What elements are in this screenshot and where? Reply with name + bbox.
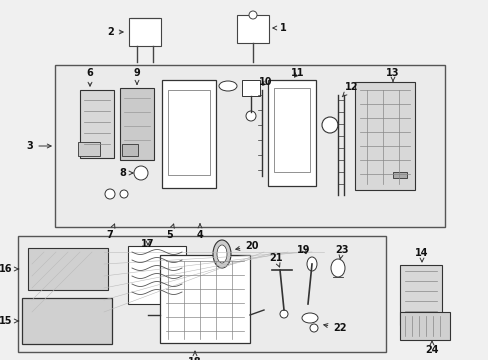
Text: 24: 24	[425, 341, 438, 355]
Text: 15: 15	[0, 316, 19, 326]
Bar	[237, 15, 268, 43]
Ellipse shape	[280, 310, 287, 318]
Bar	[399, 312, 449, 340]
Ellipse shape	[306, 257, 316, 271]
Text: 22: 22	[323, 323, 346, 333]
Bar	[168, 90, 209, 175]
Bar	[122, 144, 138, 156]
Bar	[120, 88, 154, 160]
Bar	[162, 80, 216, 188]
Bar	[399, 265, 441, 325]
Ellipse shape	[134, 166, 148, 180]
Ellipse shape	[309, 324, 317, 332]
Bar	[22, 298, 112, 344]
Text: 11: 11	[291, 68, 304, 78]
Text: 8: 8	[120, 168, 133, 178]
Bar	[80, 90, 114, 158]
Ellipse shape	[321, 117, 337, 133]
Bar	[128, 246, 185, 304]
Ellipse shape	[219, 81, 237, 91]
Text: 1: 1	[272, 23, 286, 33]
Text: 21: 21	[269, 253, 282, 267]
Text: 12: 12	[342, 82, 358, 97]
Text: 14: 14	[414, 248, 428, 262]
Bar	[78, 142, 100, 156]
Text: 10: 10	[259, 77, 272, 87]
Text: 17: 17	[141, 239, 154, 249]
Text: 19: 19	[297, 245, 310, 255]
Text: 23: 23	[335, 245, 348, 259]
Ellipse shape	[248, 11, 257, 19]
Bar	[273, 88, 309, 172]
Text: 13: 13	[386, 68, 399, 81]
Ellipse shape	[330, 259, 345, 277]
Ellipse shape	[105, 189, 115, 199]
Bar	[354, 82, 414, 190]
Bar	[267, 80, 315, 186]
Text: 16: 16	[0, 264, 19, 274]
Text: 20: 20	[235, 241, 258, 251]
Text: 3: 3	[26, 141, 51, 151]
Bar	[242, 80, 260, 96]
Bar	[129, 18, 161, 46]
Bar	[392, 172, 406, 178]
Text: 5: 5	[166, 224, 174, 240]
Ellipse shape	[302, 313, 317, 323]
Text: 4: 4	[196, 224, 203, 240]
Ellipse shape	[245, 111, 256, 121]
Ellipse shape	[217, 245, 226, 263]
Bar	[18, 236, 385, 352]
Text: 6: 6	[86, 68, 93, 86]
Bar	[55, 65, 444, 227]
Ellipse shape	[213, 240, 230, 268]
Text: 9: 9	[133, 68, 140, 84]
Bar	[28, 248, 108, 290]
Text: 7: 7	[106, 224, 115, 240]
Ellipse shape	[120, 190, 128, 198]
Bar	[160, 255, 249, 343]
Text: 18: 18	[188, 351, 202, 360]
Text: 2: 2	[107, 27, 123, 37]
